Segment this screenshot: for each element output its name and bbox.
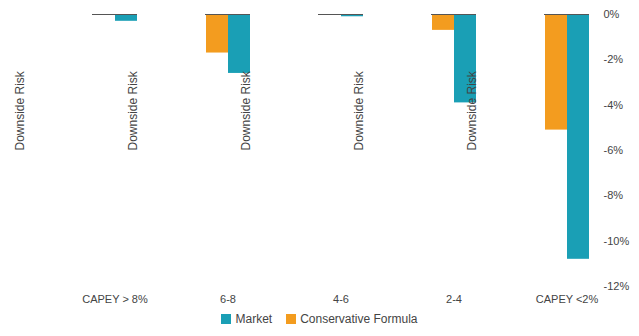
svg-text:0%: 0% [604,8,620,20]
svg-text:Downside Risk: Downside Risk [239,70,253,150]
html-text:Market: Market [235,312,273,326]
svg-text:Downside Risk: Downside Risk [465,70,479,150]
svg-text:-8%: -8% [604,189,624,201]
svg-text:Downside Risk: Downside Risk [13,70,27,150]
svg-text:2-4: 2-4 [446,293,462,305]
svg-text:-12%: -12% [604,280,630,292]
svg-text:-2%: -2% [604,53,624,65]
html-text:Conservative Formula: Conservative Formula [300,312,418,326]
svg-text:-6%: -6% [604,144,624,156]
svg-text:Downside Risk: Downside Risk [352,70,366,150]
svg-text:-4%: -4% [604,99,624,111]
svg-text:6-8: 6-8 [220,293,236,305]
svg-text:-10%: -10% [604,235,630,247]
svg-text:4-6: 4-6 [333,293,349,305]
svg-text:CAPEY > 8%: CAPEY > 8% [82,293,148,305]
svg-text:CAPEY <2%: CAPEY <2% [536,293,599,305]
svg-text:Downside Risk: Downside Risk [126,70,140,150]
